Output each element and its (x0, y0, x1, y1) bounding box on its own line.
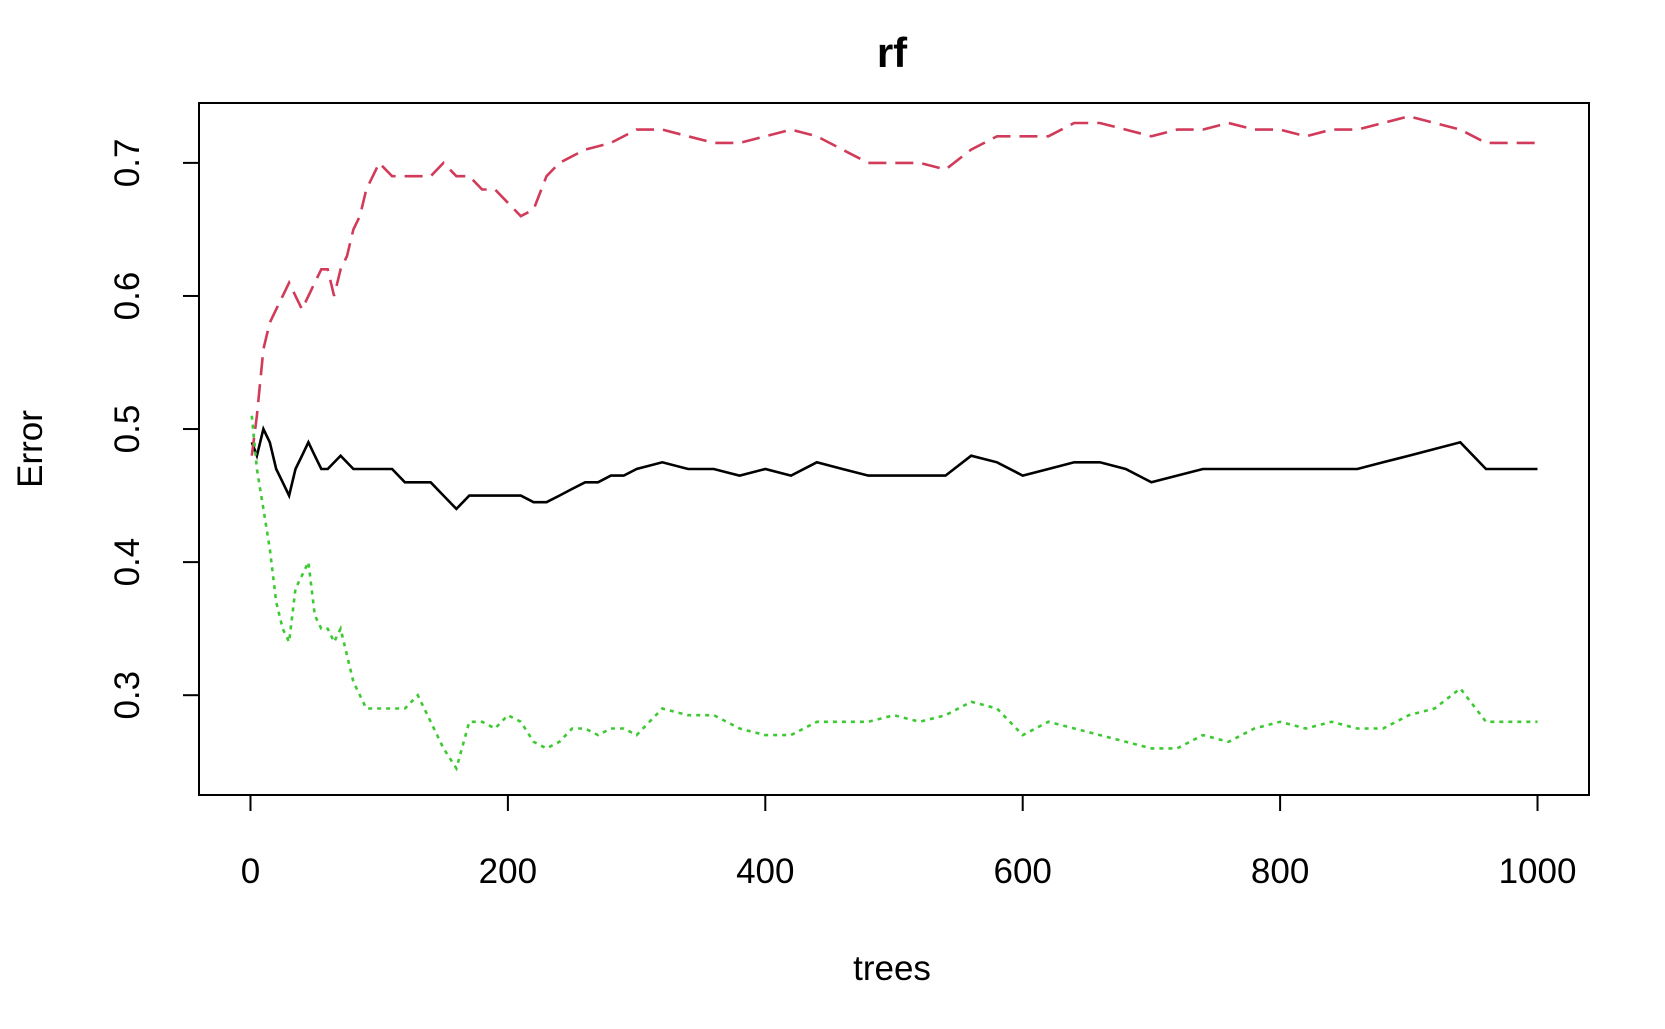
y-tick-label: 0.6 (108, 272, 147, 321)
series-layer (250, 114, 1538, 772)
y-axis-label: Error (11, 410, 50, 488)
y-tick-label: 0.4 (108, 538, 147, 587)
y-tick-label: 0.5 (108, 405, 147, 454)
x-tick-label: 600 (994, 852, 1052, 891)
x-axis: 0 200 400 600 800 1000 (241, 794, 1577, 891)
chart-title: rf (877, 29, 908, 76)
y-axis: 0.3 0.4 0.5 0.6 0.7 (108, 139, 200, 720)
x-tick-label: 200 (479, 852, 537, 891)
x-tick-label: 0 (241, 852, 260, 891)
series-line-2 (250, 114, 1538, 456)
x-tick-label: 400 (736, 852, 794, 891)
x-axis-label: trees (853, 949, 931, 988)
x-tick-label: 1000 (1499, 852, 1577, 891)
series-line-3 (250, 415, 1538, 772)
y-tick-label: 0.7 (108, 139, 147, 188)
x-tick-label: 800 (1251, 852, 1309, 891)
y-tick-label: 0.3 (108, 671, 147, 720)
series-line-1 (250, 425, 1538, 511)
plot-frame (198, 102, 1590, 796)
